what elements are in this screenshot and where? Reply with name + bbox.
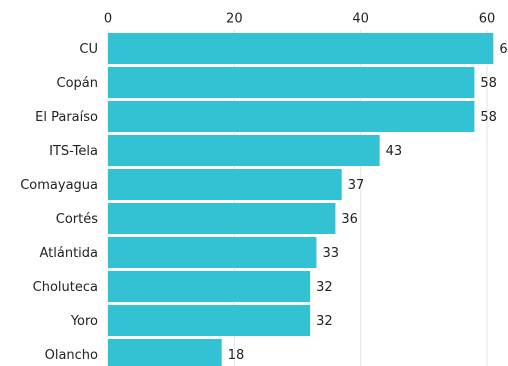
bar [108,67,475,98]
y-tick-label: ITS-Tela [49,144,98,159]
data-label: 32 [316,280,333,295]
x-tick-label: 20 [226,12,243,27]
data-label: 37 [348,178,365,193]
data-label: 58 [480,76,497,91]
y-tick-label: CU [79,42,98,57]
x-tick-label: 40 [352,12,369,27]
bar [108,237,317,268]
bar [108,203,336,234]
y-tick-label: Comayagua [20,178,98,193]
y-tick-label: Yoro [70,314,98,329]
bar [108,33,494,64]
bar [108,305,311,336]
data-label: 33 [322,246,339,261]
data-label: 43 [386,144,403,159]
data-label: 61 [499,42,508,57]
bar [108,101,475,132]
y-tick-label: Copán [57,76,99,91]
bar [108,169,342,200]
x-tick-label: 0 [104,12,112,27]
y-tick-label: El Paraíso [35,110,98,125]
bar [108,135,380,166]
x-tick-label: 60 [479,12,496,27]
y-tick-label: Choluteca [33,280,98,295]
y-tick-label: Atlántida [39,246,98,261]
y-tick-label: Olancho [45,348,98,363]
data-label: 36 [341,212,358,227]
data-label: 58 [480,110,497,125]
bar [108,339,222,366]
data-label: 18 [228,348,245,363]
data-label: 32 [316,314,333,329]
bar [108,271,311,302]
y-tick-label: Cortés [56,212,98,227]
